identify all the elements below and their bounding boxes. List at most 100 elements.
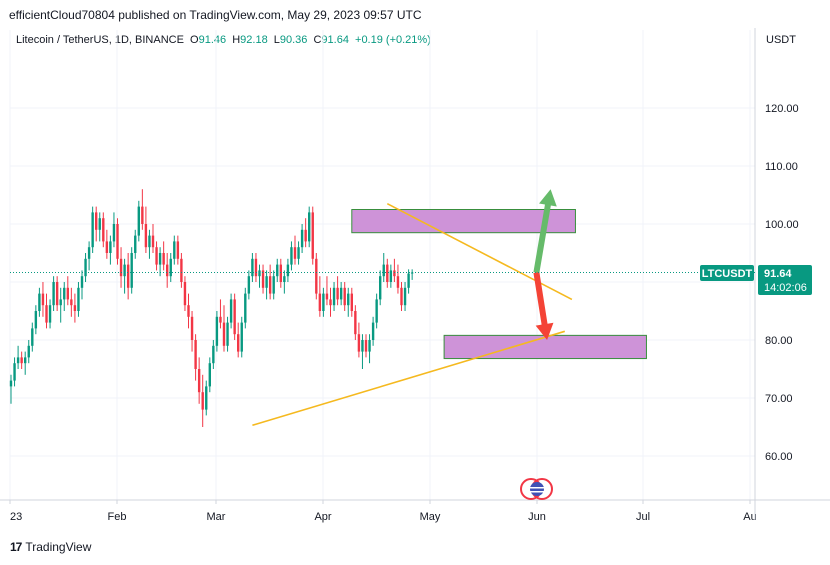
event-icons[interactable]: [520, 478, 553, 500]
candle-body: [102, 218, 105, 242]
candle-body: [105, 241, 109, 253]
candle-body: [339, 287, 343, 300]
candle-body: [347, 293, 350, 306]
candle-body: [315, 258, 318, 294]
candle-body: [66, 287, 69, 300]
candle-body: [190, 316, 194, 340]
candle-body: [233, 299, 236, 335]
y-tick-label: 60.00: [765, 451, 793, 463]
candle-body: [187, 305, 190, 317]
candle-body: [158, 253, 162, 265]
x-tick-label: Mar: [207, 511, 226, 523]
candle-body: [254, 258, 258, 277]
candle-body: [361, 340, 364, 352]
candle-body: [148, 235, 151, 248]
us-flag-icon[interactable]: [530, 482, 544, 496]
candle-body: [27, 345, 30, 358]
price-tag: [758, 265, 812, 295]
candle-body: [332, 287, 336, 306]
low-label: L: [273, 34, 280, 46]
candle-body: [137, 206, 140, 236]
candle-body: [126, 264, 130, 288]
candle-body: [84, 258, 87, 277]
low-value: 90.36: [279, 34, 308, 46]
candle-body: [141, 206, 144, 224]
candle-body: [173, 241, 176, 259]
candle-body: [325, 293, 329, 300]
candle-body: [308, 212, 311, 242]
candle-body: [237, 334, 240, 352]
high-value: 92.18: [240, 34, 268, 46]
candle-body: [205, 386, 208, 410]
candle-body: [318, 293, 322, 311]
candle-body: [41, 293, 45, 306]
candle-body: [371, 322, 375, 340]
candle-body: [410, 272, 414, 274]
candle-body: [251, 258, 254, 277]
candle-body: [300, 229, 304, 248]
candle-body: [354, 311, 357, 335]
open-value: 91.46: [198, 34, 227, 46]
candle-body: [208, 363, 211, 387]
x-tick-label: Jun: [528, 511, 546, 523]
candle-body: [155, 247, 158, 265]
candle-body: [95, 212, 98, 230]
candle-body: [183, 282, 187, 306]
candle-body: [304, 229, 307, 242]
candle-body: [229, 299, 233, 323]
candle-body: [293, 247, 297, 259]
candle-body: [393, 270, 396, 277]
down-arrow: [533, 272, 554, 340]
x-tick-label: Au: [743, 511, 756, 523]
candle-body: [176, 241, 180, 259]
candle-body: [268, 276, 272, 294]
candle-body: [52, 282, 55, 306]
candle-body: [130, 253, 133, 288]
candle-body: [276, 264, 279, 277]
candle-body: [279, 264, 282, 282]
flag-stripe-1: [530, 487, 544, 489]
candle-body: [34, 311, 38, 329]
axes: 60.0070.0080.0090.00100.00110.00120.0023…: [0, 28, 830, 523]
candle-body: [59, 299, 62, 306]
close-label: C: [313, 34, 322, 46]
candle-body: [407, 273, 410, 288]
candle-body: [201, 392, 204, 410]
y-tick-label: 110.00: [765, 161, 798, 173]
candle-body: [77, 287, 80, 311]
price-tag-countdown: 14:02:06: [764, 282, 807, 294]
close-value: 91.64: [321, 34, 349, 46]
candle-body: [386, 264, 389, 282]
x-tick-label: Apr: [314, 511, 331, 523]
candle-body: [13, 363, 16, 381]
candle-body: [226, 322, 229, 346]
candle-body: [123, 264, 126, 277]
candle-body: [364, 340, 368, 352]
tradingview-logo-text: TradingView: [25, 540, 92, 554]
symbol-legend: Litecoin / TetherUS, 1D, BINANCE O91.46 …: [16, 34, 431, 46]
candle-body: [357, 334, 361, 352]
candle-body: [212, 345, 215, 364]
candle-body: [322, 293, 325, 311]
candle-body: [219, 316, 222, 323]
candle-body: [98, 218, 101, 230]
x-tick-label: Feb: [108, 511, 127, 523]
candle-body: [45, 305, 48, 323]
candle-body: [38, 293, 41, 311]
candle-body: [329, 299, 332, 306]
price-zone: [443, 334, 647, 360]
high-label: H: [232, 34, 241, 46]
x-tick-label: May: [420, 511, 441, 523]
tradingview-logo[interactable]: 17 TradingView: [10, 540, 91, 554]
candle-body: [144, 224, 148, 248]
candle-body: [20, 357, 23, 364]
candle-body: [70, 299, 73, 306]
candle-body: [336, 287, 339, 300]
flag-stripe-2: [530, 491, 544, 493]
candle-body: [379, 276, 382, 300]
symbol-tag: [700, 265, 754, 281]
arrows: [533, 189, 557, 340]
candle-body: [272, 276, 275, 294]
price-marker: LTCUSDT 91.64 14:02:06: [10, 265, 812, 295]
